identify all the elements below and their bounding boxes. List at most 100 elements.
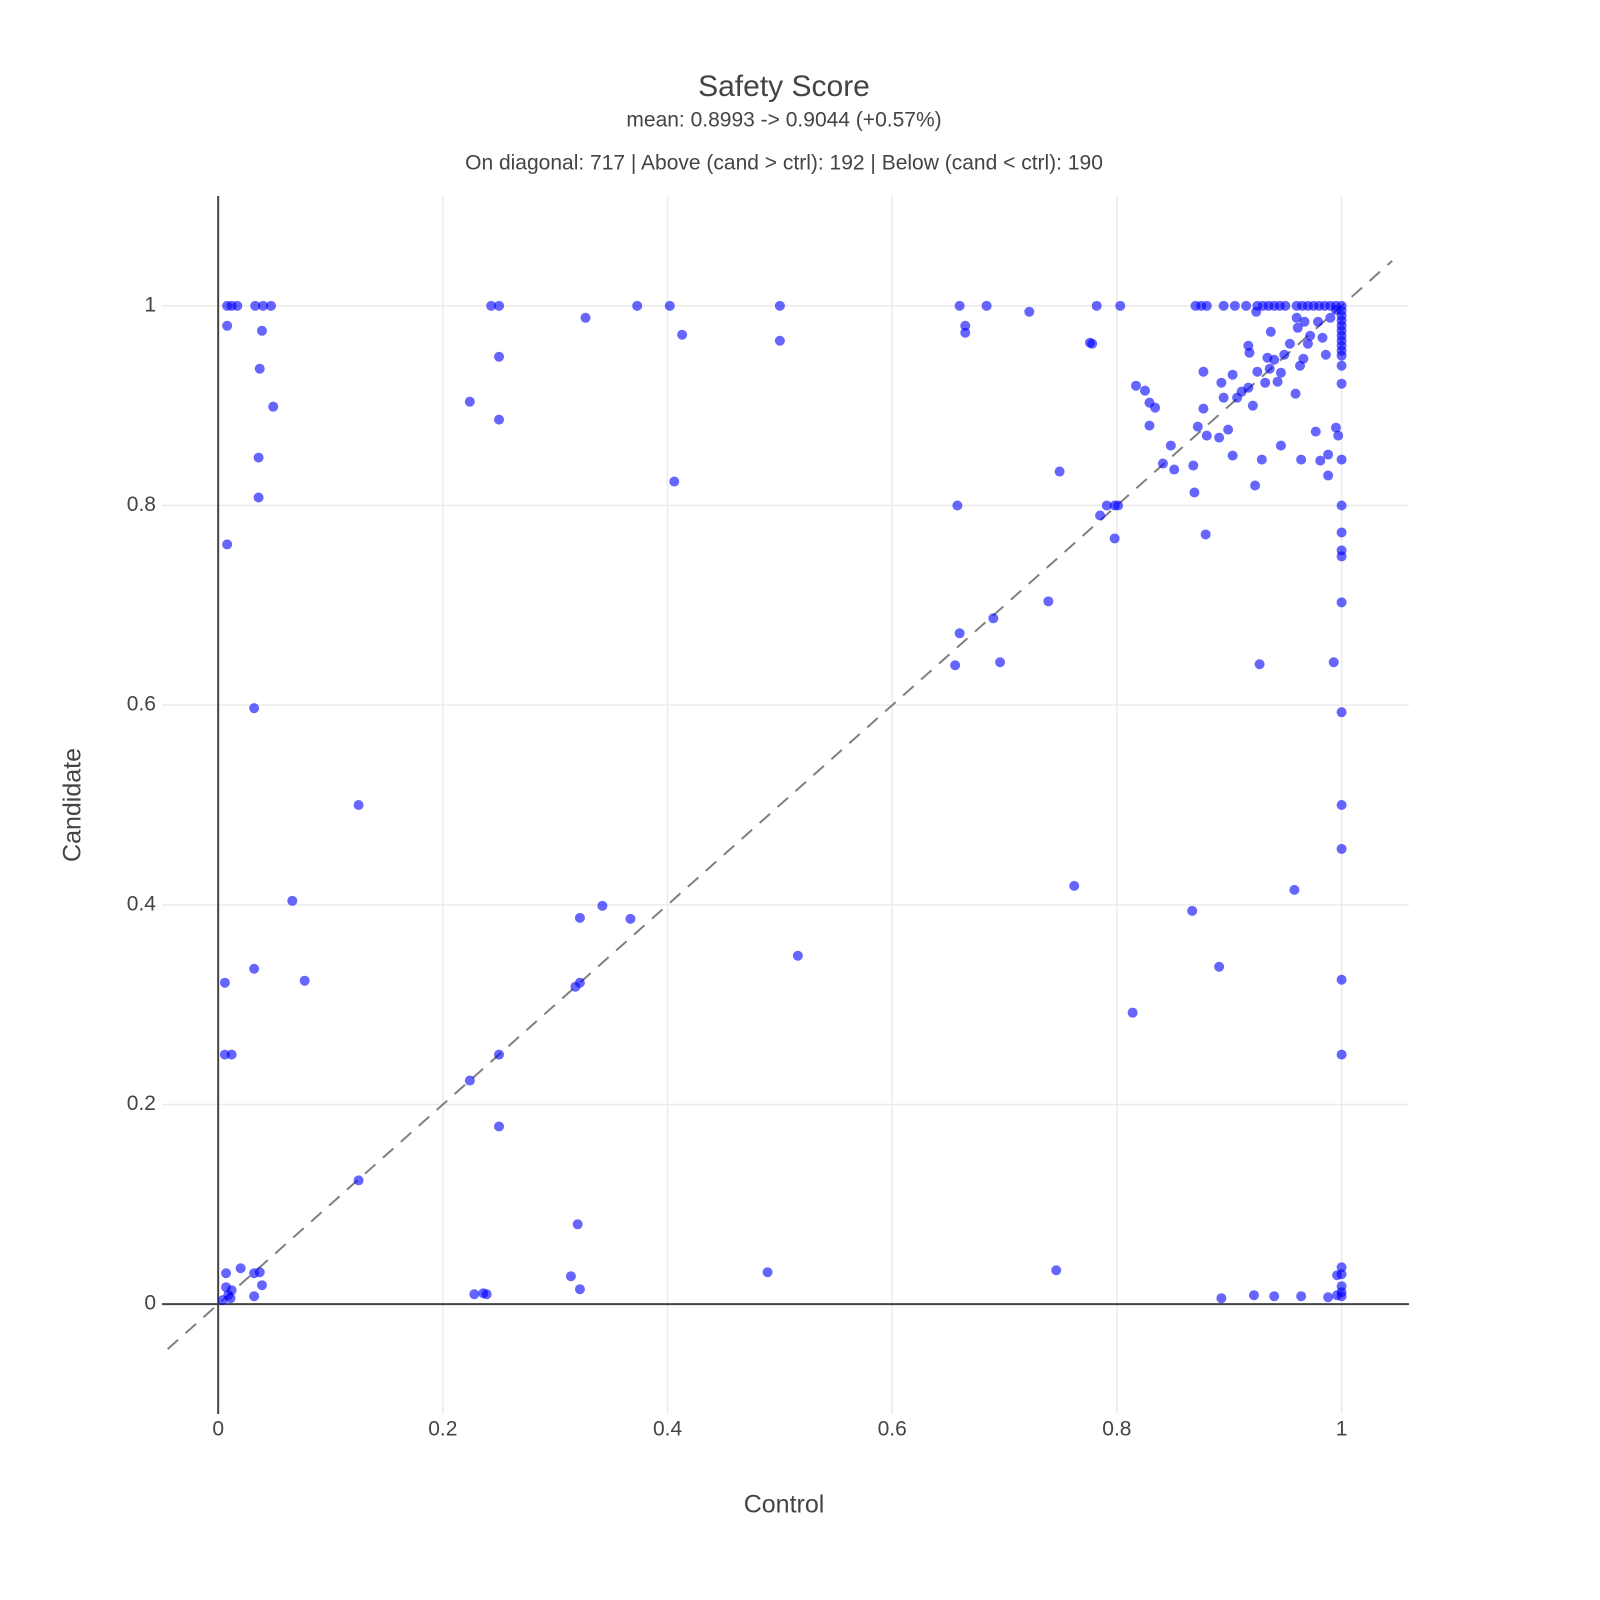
point: [574, 912, 585, 923]
point: [222, 320, 233, 331]
point: [226, 1049, 237, 1060]
point: [1250, 480, 1261, 491]
point: [1336, 360, 1347, 371]
x-tick-label: 0.6: [878, 1418, 907, 1441]
point: [1198, 366, 1209, 377]
point: [1336, 378, 1347, 389]
point: [1113, 500, 1124, 511]
point: [1252, 366, 1263, 377]
y-tick-label: 0.8: [127, 493, 156, 516]
point: [494, 1049, 505, 1060]
point: [1328, 657, 1339, 668]
point: [1320, 349, 1331, 360]
point: [217, 1295, 228, 1306]
point: [1216, 377, 1227, 388]
point: [1323, 449, 1334, 460]
point: [1333, 430, 1344, 441]
point: [1264, 363, 1275, 374]
point: [287, 895, 298, 906]
point: [1247, 400, 1258, 411]
point: [249, 703, 260, 714]
point: [1201, 300, 1212, 311]
point: [1291, 312, 1302, 323]
point: [481, 1289, 492, 1300]
point: [265, 300, 276, 311]
point: [1144, 420, 1155, 431]
point: [253, 452, 264, 463]
point: [249, 963, 260, 974]
point: [950, 660, 961, 671]
point: [1165, 440, 1176, 451]
point: [353, 800, 364, 810]
x-axis-title: Control: [744, 1491, 825, 1519]
point: [1323, 1292, 1334, 1303]
y-axis-title: Candidate: [59, 748, 87, 862]
point: [574, 1284, 585, 1295]
point: [1336, 1262, 1347, 1273]
point: [1332, 1270, 1343, 1281]
point: [486, 300, 497, 311]
point: [256, 1280, 267, 1291]
point: [1336, 800, 1347, 810]
point: [1192, 421, 1203, 432]
point: [1336, 843, 1347, 854]
point: [1254, 659, 1265, 670]
point: [1299, 316, 1310, 327]
point: [1290, 388, 1301, 399]
point: [353, 1175, 364, 1186]
point: [1187, 905, 1198, 916]
point: [1284, 338, 1295, 349]
reference-line: [166, 260, 1393, 1350]
point: [1241, 300, 1252, 311]
point: [494, 1121, 505, 1132]
point: [1336, 597, 1347, 608]
y-tick-label: 0.2: [127, 1092, 156, 1115]
point: [1024, 306, 1035, 317]
point: [1313, 316, 1324, 327]
point: [954, 300, 965, 311]
point: [1280, 300, 1291, 311]
point: [774, 335, 785, 346]
point: [1305, 330, 1316, 341]
point: [253, 492, 264, 503]
point: [1157, 458, 1168, 469]
point: [1248, 1290, 1259, 1301]
point: [235, 1263, 246, 1274]
point: [565, 1271, 576, 1282]
point: [1095, 510, 1106, 521]
point: [1275, 440, 1286, 451]
point: [1310, 426, 1321, 437]
point: [1127, 1007, 1138, 1018]
point: [1296, 454, 1307, 465]
chart-title: Safety Score: [698, 70, 870, 103]
point: [464, 396, 475, 407]
point: [494, 414, 505, 425]
point: [1336, 350, 1347, 361]
point: [1043, 596, 1054, 607]
point: [1332, 1290, 1343, 1301]
point: [1229, 300, 1240, 311]
point: [1336, 551, 1347, 562]
point: [1131, 380, 1142, 391]
point: [1330, 304, 1341, 315]
point: [1223, 424, 1234, 435]
point: [1115, 300, 1126, 311]
point: [1101, 500, 1112, 511]
x-tick-label: 1: [1336, 1418, 1348, 1441]
point: [1296, 1291, 1307, 1302]
annotation: On diagonal: 717 | Above (cand > ctrl): …: [465, 152, 1103, 175]
point: [981, 300, 992, 311]
point: [1336, 500, 1347, 511]
point: [762, 1267, 773, 1278]
point: [1336, 1049, 1347, 1060]
point: [1201, 430, 1212, 441]
point: [299, 975, 310, 986]
point: [1279, 349, 1290, 360]
point: [226, 1285, 237, 1296]
point: [464, 1075, 475, 1086]
point: [1109, 533, 1120, 544]
point: [1302, 338, 1313, 349]
point: [960, 320, 971, 331]
